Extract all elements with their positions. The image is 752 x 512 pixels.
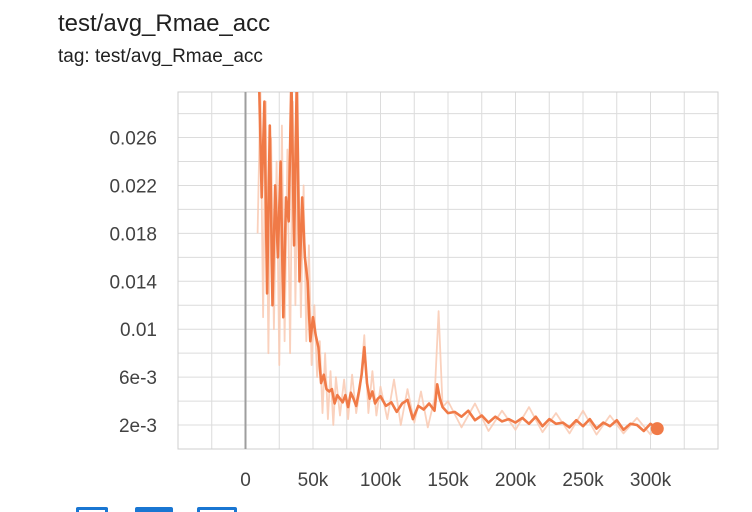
smoothed-series-layer (258, 92, 664, 436)
chart-toolbar (0, 504, 752, 512)
x-tick-label: 50k (298, 470, 329, 491)
fit-domain-icon[interactable] (197, 507, 237, 512)
chart-area[interactable]: 2e-3 6e-3 0.01 0.014 0.018 0.022 0.026 0 50k 100… (0, 0, 752, 500)
y-tick-label: 6e-3 (119, 368, 157, 389)
data-download-icon[interactable] (135, 507, 173, 512)
chart-title: test/avg_Rmae_acc (58, 10, 271, 37)
x-tick-label: 300k (630, 470, 672, 491)
chart-tag: tag: test/avg_Rmae_acc (58, 46, 263, 67)
x-tick-label: 250k (562, 470, 604, 491)
x-axis-labels: 0 50k 100k 150k 200k 250k 300k (240, 470, 671, 491)
plot-border (177, 91, 719, 450)
y-tick-label: 0.018 (109, 224, 157, 245)
x-tick-label: 200k (495, 470, 537, 491)
y-tick-label: 0.026 (109, 129, 157, 150)
expand-icon[interactable] (76, 507, 108, 512)
raw-series-layer (256, 92, 659, 436)
last-point-marker[interactable] (650, 422, 664, 436)
y-axis-labels: 2e-3 6e-3 0.01 0.014 0.018 0.022 0.026 (109, 129, 157, 438)
y-tick-label: 2e-3 (119, 416, 157, 437)
y-tick-label: 0.014 (109, 272, 157, 293)
y-tick-label: 0.01 (120, 320, 157, 341)
raw-series-line (256, 92, 659, 436)
smoothed-series-line (258, 92, 659, 433)
x-tick-label: 100k (360, 470, 402, 491)
x-tick-label: 150k (427, 470, 469, 491)
y-tick-label: 0.022 (109, 176, 157, 197)
x-tick-label: 0 (240, 470, 251, 491)
